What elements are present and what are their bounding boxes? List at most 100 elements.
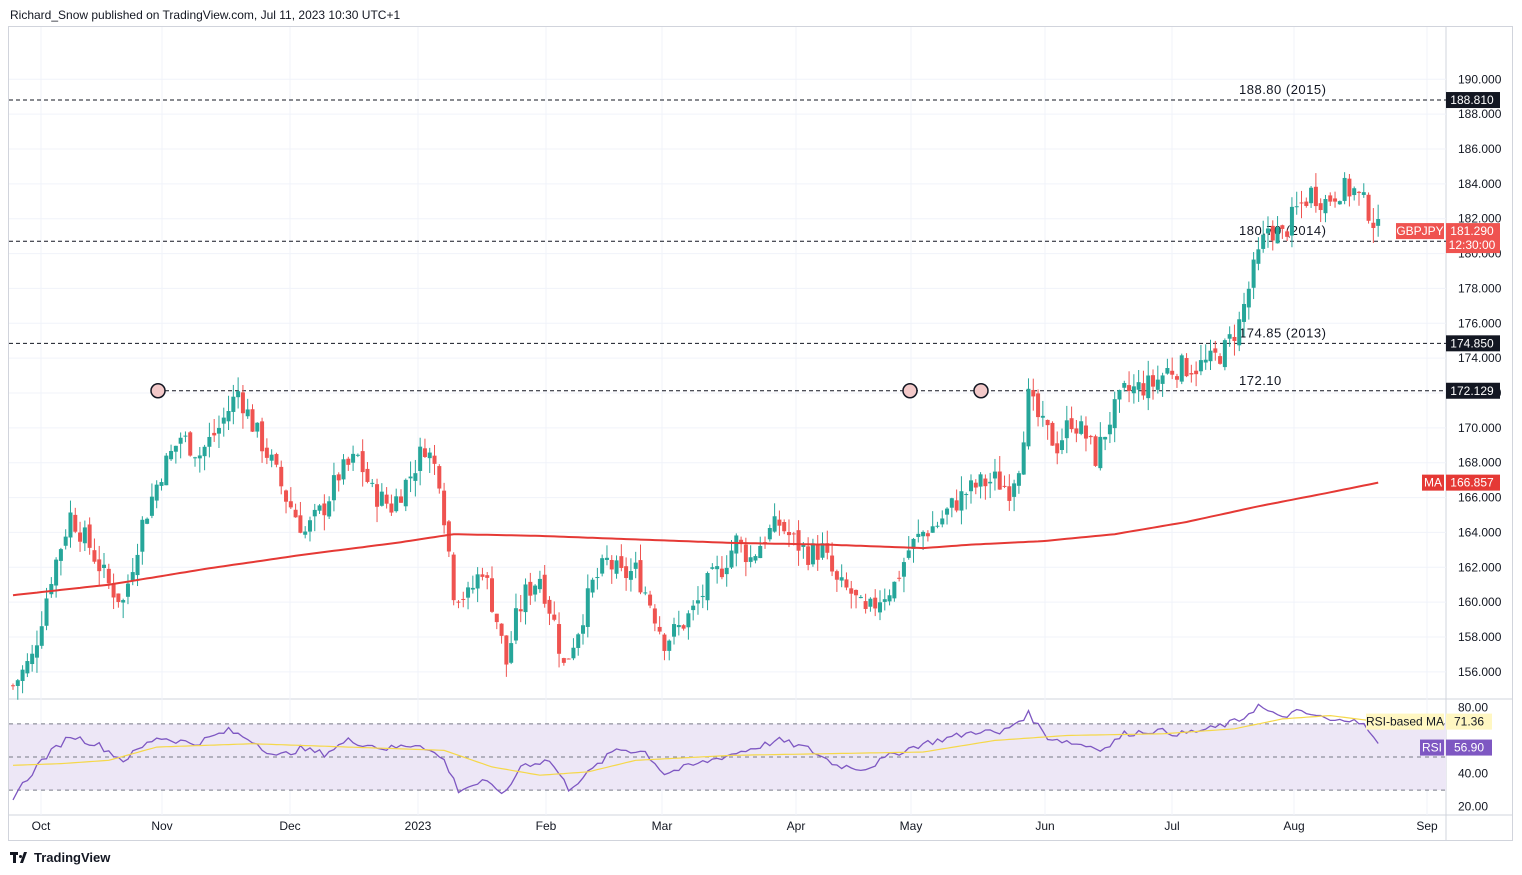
candle-body [1165, 368, 1170, 374]
candle [197, 447, 202, 473]
candle-body [111, 584, 116, 598]
candle-body [854, 589, 859, 596]
candle-body [614, 560, 619, 574]
candle [1184, 353, 1189, 378]
time-tick-label: Dec [279, 819, 300, 833]
level-tag: 174.850 [1446, 335, 1500, 352]
candle [667, 639, 672, 661]
candle-body [1361, 192, 1366, 195]
candle-body [633, 562, 638, 569]
candle [375, 478, 380, 523]
candle [887, 589, 892, 606]
footer-logo[interactable]: TradingView [10, 850, 110, 865]
swing-high-marker [973, 383, 989, 399]
price-tick-label: 188.000 [1458, 107, 1502, 121]
candle [1036, 389, 1041, 427]
candle-body [188, 432, 193, 456]
candle-body [1031, 389, 1036, 397]
candle-body [106, 568, 111, 584]
candle-body [801, 544, 806, 547]
candle-body [1141, 383, 1146, 396]
candle-body [202, 446, 207, 457]
candle [705, 571, 710, 611]
candle-body [1323, 199, 1328, 214]
level-tag-text: 172.129 [1450, 384, 1494, 398]
price-tick-label: 178.000 [1458, 281, 1502, 295]
candle-body [298, 515, 303, 533]
candle-body [1136, 382, 1141, 390]
time-tick-label: Nov [151, 819, 172, 833]
candle-body [322, 503, 327, 516]
candle-body [1179, 355, 1184, 382]
candle-body [1328, 195, 1333, 202]
level-tag-text: 174.850 [1450, 336, 1494, 350]
candle-body [897, 577, 902, 579]
candle [413, 459, 418, 497]
candle [1361, 183, 1366, 198]
candle [911, 537, 916, 563]
candle-body [1218, 356, 1223, 364]
candle [49, 577, 54, 598]
candle [724, 555, 729, 587]
candle [331, 462, 336, 512]
candle [1189, 364, 1194, 383]
candle-body [844, 579, 849, 588]
candle [676, 610, 681, 636]
candle-body [557, 624, 562, 654]
candle [1026, 378, 1031, 450]
candle-body [44, 598, 49, 626]
candle [595, 567, 600, 590]
candle-body [619, 556, 624, 568]
candle-body [1313, 186, 1318, 207]
symbol-tag-bg [1396, 223, 1444, 240]
candle-body [1050, 422, 1055, 446]
candle [68, 500, 73, 548]
candle-body [1151, 375, 1156, 387]
candle [322, 494, 327, 531]
candle-body [216, 427, 221, 434]
candle [863, 593, 868, 614]
candle-body [1376, 219, 1381, 226]
candle [121, 598, 126, 619]
candle [1261, 220, 1266, 253]
candle-body [624, 566, 629, 579]
candle-body [1285, 231, 1290, 237]
candle [365, 461, 370, 484]
candle-body [1117, 389, 1122, 400]
candle [274, 452, 279, 468]
candle [1203, 344, 1208, 370]
candle [25, 653, 30, 678]
chart-frame[interactable] [8, 26, 1513, 841]
candle-body [360, 451, 365, 473]
level-label: 172.10 [1239, 373, 1282, 388]
ma-value-bg [1446, 474, 1500, 491]
time-tick-label: Sep [1416, 819, 1438, 833]
candle-body [1045, 419, 1050, 426]
candle-body [772, 516, 777, 532]
candle-body [1251, 259, 1256, 288]
candle-body [547, 599, 552, 614]
candle-body [695, 600, 700, 604]
candle-body [164, 455, 169, 486]
candle-body [657, 626, 662, 632]
time-tick-label: Aug [1283, 819, 1304, 833]
candle [245, 398, 250, 419]
ma-tag: MA 166.857 [1422, 474, 1500, 491]
candle-body [1232, 336, 1237, 341]
candle-body [1060, 440, 1065, 451]
candle-body [1012, 483, 1017, 497]
candle-body [82, 527, 87, 544]
candle [504, 635, 509, 677]
candle-body [1107, 424, 1112, 435]
candle [1208, 339, 1213, 370]
candle-body [418, 446, 423, 471]
candle-body [509, 643, 514, 663]
candle [442, 482, 447, 534]
candle [1098, 422, 1103, 471]
candle-body [384, 494, 389, 504]
candle-body [1261, 234, 1266, 249]
candle [317, 504, 322, 514]
candle-body [523, 584, 528, 613]
candle [691, 600, 696, 621]
